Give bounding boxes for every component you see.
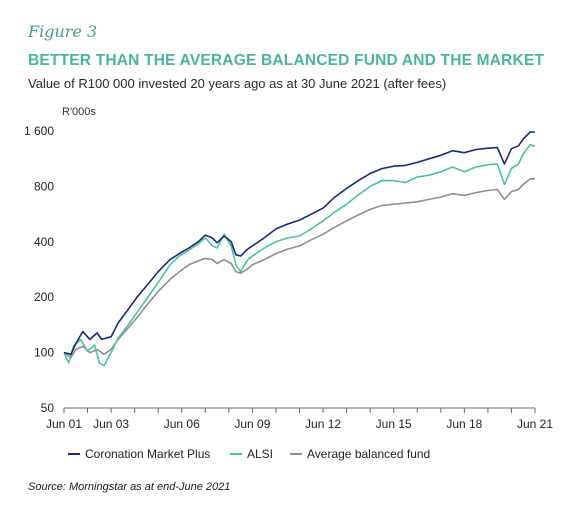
chart-subtitle: Value of R100 000 invested 20 years ago … (28, 76, 447, 91)
x-tick-label: Jun 01 (46, 417, 82, 431)
source-note: Source: Morningstar as at end-June 2021 (28, 481, 231, 493)
series-lines (63, 131, 536, 367)
line-chart: R'000s 50 100 200 400 800 1 600 Jun 01 Jun 03 Ju… (24, 106, 553, 461)
x-tick-label: Jun 21 (517, 417, 553, 431)
x-tick-label: Jun 06 (164, 417, 200, 431)
chart-title: BETTER THAN THE AVERAGE BALANCED FUND AN… (28, 52, 545, 69)
x-tick-label: Jun 15 (376, 417, 412, 431)
legend-label-balanced: Average balanced fund (307, 447, 430, 461)
y-tick-label: 400 (34, 235, 54, 249)
y-tick-label: 50 (41, 401, 55, 415)
legend: Coronation Market Plus ALSI Average balanc… (68, 447, 430, 461)
figure-label: Figure 3 (28, 22, 98, 41)
x-tick-label: Jun 09 (234, 417, 270, 431)
legend-label-coronation: Coronation Market Plus (85, 447, 210, 461)
x-tick-label: Jun 12 (305, 417, 341, 431)
y-tick-label: 800 (34, 179, 54, 193)
series-line-alsi (63, 143, 536, 367)
x-tick-label: Jun 18 (446, 417, 482, 431)
y-axis-label: R'000s (62, 106, 96, 118)
axes: 50 100 200 400 800 1 600 Jun 01 Jun 03 Jun 06 Jun… (24, 124, 553, 431)
series-line-balanced (63, 178, 535, 359)
y-tick-label: 100 (34, 346, 54, 360)
x-tick-label: Jun 03 (93, 417, 129, 431)
y-tick-label: 1 600 (24, 124, 54, 138)
series-line-coronation (63, 131, 535, 355)
legend-label-alsi: ALSI (247, 447, 273, 461)
y-tick-label: 200 (34, 290, 54, 304)
